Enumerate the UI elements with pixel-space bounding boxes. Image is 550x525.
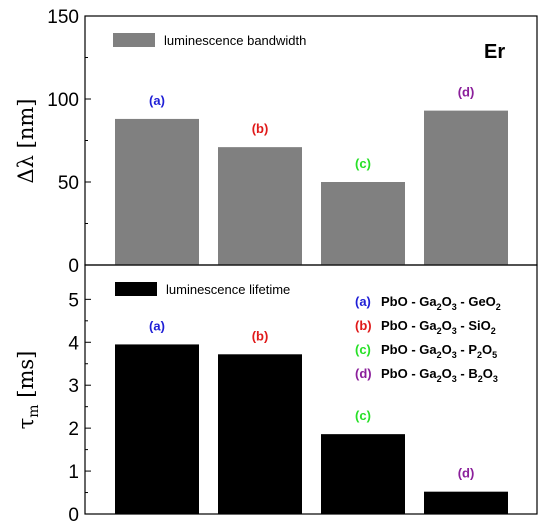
top-bar-label-b: (b) <box>252 121 269 136</box>
top-y-tick-label: 100 <box>47 90 79 111</box>
bottom-y-tick-label: 4 <box>68 333 79 354</box>
bottom-bar-b <box>218 354 302 514</box>
top-bar-label-c: (c) <box>355 156 371 171</box>
bottom-bar-label-a: (a) <box>149 318 165 333</box>
composition-d-key: (d) <box>355 366 372 381</box>
composition-a-text: PbO - Ga2O3 - GeO2 <box>381 294 501 312</box>
bottom-y-tick-label: 0 <box>68 505 79 525</box>
bottom-y-tick-label: 5 <box>68 290 79 311</box>
bottom-y-tick-label: 2 <box>68 419 79 440</box>
composition-c: (c) PbO - Ga2O3 - P2O5 <box>355 342 497 360</box>
er-label: Er <box>484 41 505 63</box>
bottom-bar-a <box>115 344 199 514</box>
bottom-y-tick-label: 1 <box>68 462 79 483</box>
bottom-y-axis-label: τm [ms] <box>14 351 42 430</box>
composition-d: (d) PbO - Ga2O3 - B2O3 <box>355 366 498 384</box>
bottom-legend-label: luminescence lifetime <box>166 282 290 297</box>
top-bar-c <box>321 182 405 265</box>
composition-c-key: (c) <box>355 342 371 357</box>
top-bar-b <box>218 147 302 265</box>
bottom-y-tick-label: 3 <box>68 376 79 397</box>
top-y-tick-label: 50 <box>58 173 79 194</box>
composition-d-text: PbO - Ga2O3 - B2O3 <box>381 366 498 384</box>
bottom-bar-label-d: (d) <box>458 466 475 481</box>
top-y-tick-label: 0 <box>68 256 79 277</box>
bottom-bar-d <box>424 491 508 514</box>
tau-unit: [ms] <box>14 351 38 405</box>
bottom-panel-frame <box>84 264 538 515</box>
top-bar-label-d: (d) <box>458 85 475 100</box>
composition-c-text: PbO - Ga2O3 - P2O5 <box>381 342 497 360</box>
top-bar-a <box>115 118 199 265</box>
bottom-bar-label-c: (c) <box>355 408 371 423</box>
bottom-bar-label-b: (b) <box>252 328 269 343</box>
composition-b-key: (b) <box>355 318 372 333</box>
top-y-tick-label: 150 <box>47 7 79 28</box>
top-legend-label: luminescence bandwidth <box>164 33 306 48</box>
composition-b-text: PbO - Ga2O3 - SiO2 <box>381 318 496 336</box>
top-bar-label-a: (a) <box>149 93 165 108</box>
bottom-legend-swatch <box>115 282 157 296</box>
composition-a: (a) PbO - Ga2O3 - GeO2 <box>355 294 501 312</box>
top-legend-swatch <box>113 33 155 47</box>
top-y-axis-label: Δλ [nm] <box>14 99 38 184</box>
composition-a-key: (a) <box>355 294 371 309</box>
top-panel: 0 50 100 150 (a) (b) (c) (d) Δλ [nm] luminesce… <box>14 7 538 277</box>
bottom-panel: 0 1 2 3 4 5 (a) (b) (c) (d) τm [ms] luminescence… <box>14 264 538 525</box>
tau-subscript: m <box>26 404 42 417</box>
bottom-bar-c <box>321 434 405 514</box>
tau-symbol: τ <box>14 418 38 430</box>
composition-b: (b) PbO - Ga2O3 - SiO2 <box>355 318 496 336</box>
top-bar-d <box>424 110 508 266</box>
composition-key: (a) PbO - Ga2O3 - GeO2 (b) PbO - Ga2O3 -… <box>355 294 501 384</box>
